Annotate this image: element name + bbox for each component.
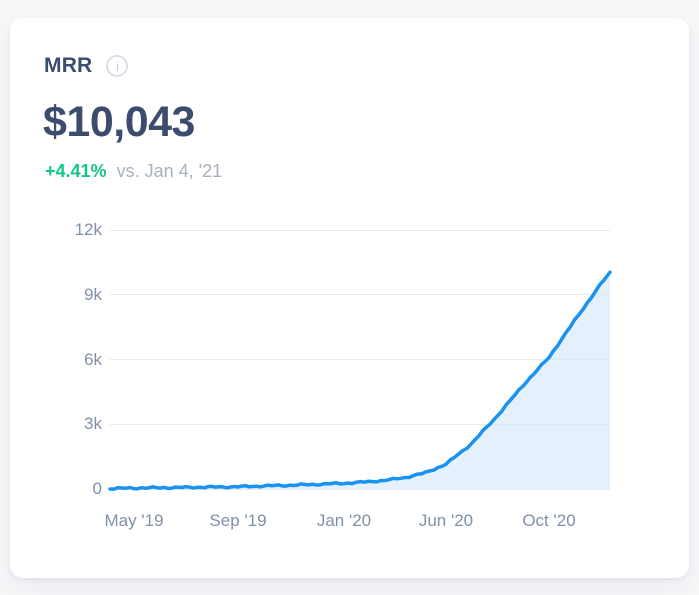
y-axis-tick-label: 6k xyxy=(84,349,102,369)
mrr-chart-plot[interactable] xyxy=(108,229,612,491)
mrr-value: $10,043 xyxy=(43,98,195,146)
info-icon[interactable]: i xyxy=(106,55,129,77)
x-axis-tick-label: Oct '20 xyxy=(522,511,576,530)
y-axis-tick-label: 0 xyxy=(92,479,102,498)
mrr-chart: 0 3k 6k 9k 12k May '19 Sep '19 Jan '20 Jun '20 O… xyxy=(10,18,689,578)
gridline-9k xyxy=(110,294,610,296)
mrr-line xyxy=(108,270,612,491)
y-axis-tick-label: 3k xyxy=(84,414,102,434)
y-axis-tick-label: 12k xyxy=(74,220,102,239)
x-axis-tick-label: May '19 xyxy=(104,511,164,530)
x-axis-tick-label: Jun '20 xyxy=(418,511,474,530)
x-axis-tick-label: Sep '19 xyxy=(209,511,267,530)
x-axis-tick-label: Jan '20 xyxy=(316,511,372,530)
mrr-area-fill xyxy=(110,272,610,490)
gridline-6k xyxy=(110,359,610,360)
card-header: MRR i xyxy=(44,54,129,78)
mrr-change-row: +4.41% vs. Jan 4, '21 xyxy=(45,161,222,182)
x-axis: May '19 Sep '19 Jan '20 Jun '20 Oct '20 xyxy=(105,510,610,534)
y-axis-tick-label: 9k xyxy=(84,284,102,304)
change-comparison: vs. Jan 4, '21 xyxy=(112,161,223,181)
gridline-3k xyxy=(110,423,610,425)
change-delta: +4.41% xyxy=(45,161,107,181)
mrr-series-svg xyxy=(108,270,612,491)
gridline-12k xyxy=(110,229,610,231)
card-title: MRR xyxy=(44,54,93,77)
change-comparison-text: vs. Jan 4, '21 xyxy=(116,161,223,181)
y-axis: 0 3k 6k 9k 12k xyxy=(10,221,102,498)
mrr-card: MRR i $10,043 +4.41% vs. Jan 4, '21 0 3k 6… xyxy=(10,18,689,578)
